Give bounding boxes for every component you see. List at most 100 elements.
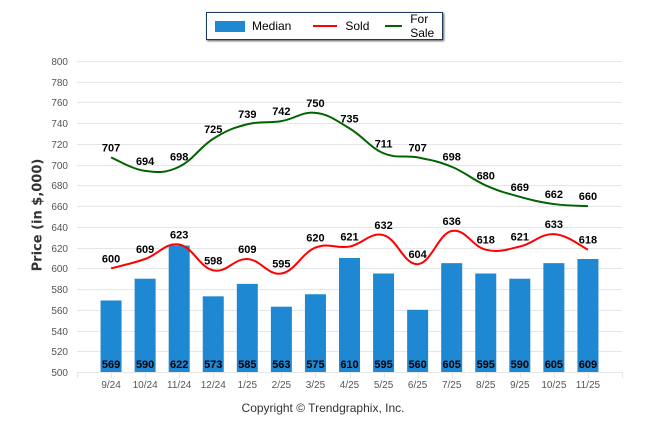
y-tick-label: 640 [51, 223, 68, 234]
y-tick-label: 700 [51, 161, 68, 172]
x-tick-label: 6/25 [408, 380, 428, 391]
legend-swatch-median [215, 20, 245, 32]
bar-median [100, 300, 122, 372]
point-label-for-sale: 680 [477, 170, 495, 182]
bar-label-median: 573 [204, 359, 222, 371]
legend-label-for-sale: For Sale [410, 12, 435, 40]
x-tick-label: 2/25 [272, 380, 292, 391]
point-label-for-sale: 711 [375, 138, 393, 150]
point-label-sold: 636 [443, 216, 461, 228]
bar-median [441, 263, 463, 372]
point-label-for-sale: 750 [306, 98, 324, 110]
bar-label-median: 605 [443, 359, 461, 371]
bar-label-median: 595 [477, 359, 495, 371]
bar-median [543, 263, 565, 372]
legend-item-for-sale: For Sale [385, 12, 442, 40]
x-tick-label: 8/25 [476, 380, 496, 391]
point-label-sold: 600 [102, 253, 120, 265]
legend-item-median: Median [215, 19, 291, 33]
bar-label-median: 563 [272, 359, 290, 371]
x-tick-label: 11/25 [576, 380, 601, 391]
bar-median [168, 245, 190, 372]
bar-label-median: 605 [545, 359, 563, 371]
point-label-for-sale: 662 [545, 189, 563, 201]
bar-median [236, 283, 258, 372]
bar-median [475, 273, 497, 372]
y-tick-label: 780 [51, 78, 68, 89]
x-tick-label: 4/25 [340, 380, 360, 391]
bar-label-median: 585 [238, 359, 256, 371]
y-tick-label: 620 [51, 244, 68, 255]
bar-median [339, 257, 360, 372]
y-tick-label: 800 [51, 57, 68, 68]
legend-label-sold: Sold [345, 19, 370, 33]
y-tick-label: 720 [51, 140, 68, 151]
legend-swatch-for-sale [385, 25, 403, 27]
y-tick-label: 660 [51, 202, 68, 213]
bar-median [577, 259, 599, 372]
bar-median [373, 273, 395, 372]
x-tick-label: 10/24 [133, 380, 158, 391]
bar-label-median: 590 [136, 359, 154, 371]
x-tick-label: 9/24 [101, 380, 121, 391]
x-tick-label: 10/25 [541, 380, 566, 391]
legend-item-sold: Sold [313, 19, 369, 33]
x-tick-label: 11/24 [167, 380, 192, 391]
bar-median [270, 306, 292, 372]
y-tick-label: 680 [51, 181, 68, 192]
x-tick-label: 7/25 [442, 380, 462, 391]
point-label-for-sale: 660 [579, 191, 597, 203]
point-label-for-sale: 739 [238, 109, 256, 121]
bar-median [134, 278, 156, 372]
x-tick-label: 3/25 [306, 380, 326, 391]
bar-label-median: 610 [340, 359, 358, 371]
x-tick-label: 5/25 [374, 380, 394, 391]
point-label-sold: 623 [170, 229, 188, 241]
y-tick-label: 500 [51, 368, 68, 379]
y-axis-title: Price (in $,000) [30, 158, 46, 272]
x-tick-label: 9/25 [510, 380, 530, 391]
legend-label-median: Median [252, 19, 292, 33]
copyright-footer: Copyright © Trendgraphix, Inc. [241, 401, 405, 415]
point-label-for-sale: 698 [170, 152, 188, 164]
point-label-for-sale: 735 [340, 113, 358, 125]
point-label-sold: 620 [306, 233, 324, 245]
x-tick-label: 12/24 [201, 380, 226, 391]
bar-label-median: 575 [306, 359, 324, 371]
bar-label-median: 595 [374, 359, 392, 371]
point-label-for-sale: 707 [408, 142, 426, 154]
point-label-sold: 609 [238, 244, 256, 256]
bar-label-median: 569 [102, 359, 120, 371]
point-label-for-sale: 707 [102, 142, 120, 154]
x-tick-label: 1/25 [238, 380, 258, 391]
bar-median [202, 296, 224, 372]
y-tick-label: 740 [51, 119, 68, 130]
point-label-sold: 633 [545, 219, 563, 231]
bar-label-median: 609 [579, 359, 597, 371]
point-label-sold: 621 [511, 232, 529, 244]
point-label-sold: 609 [136, 244, 154, 256]
y-tick-label: 600 [51, 264, 68, 275]
point-label-sold: 595 [272, 259, 290, 271]
point-label-for-sale: 742 [272, 106, 290, 118]
bar-median [407, 309, 429, 372]
chart-legend: Median Sold For Sale [206, 12, 443, 40]
y-tick-label: 580 [51, 285, 68, 296]
line-for-sale [110, 111, 588, 208]
point-label-for-sale: 694 [136, 156, 155, 168]
y-tick-label: 520 [51, 347, 68, 358]
legend-swatch-sold [313, 25, 338, 27]
point-label-sold: 618 [579, 235, 597, 247]
point-label-for-sale: 725 [204, 124, 222, 136]
point-label-sold: 604 [408, 249, 427, 261]
y-tick-label: 560 [51, 306, 68, 317]
bar-median [509, 278, 531, 372]
y-tick-label: 540 [51, 327, 68, 338]
bar-median [304, 294, 326, 372]
point-label-for-sale: 669 [511, 182, 529, 194]
line-sold [110, 229, 589, 275]
bar-label-median: 622 [170, 359, 188, 371]
point-label-sold: 621 [340, 232, 358, 244]
bar-label-median: 560 [408, 359, 426, 371]
